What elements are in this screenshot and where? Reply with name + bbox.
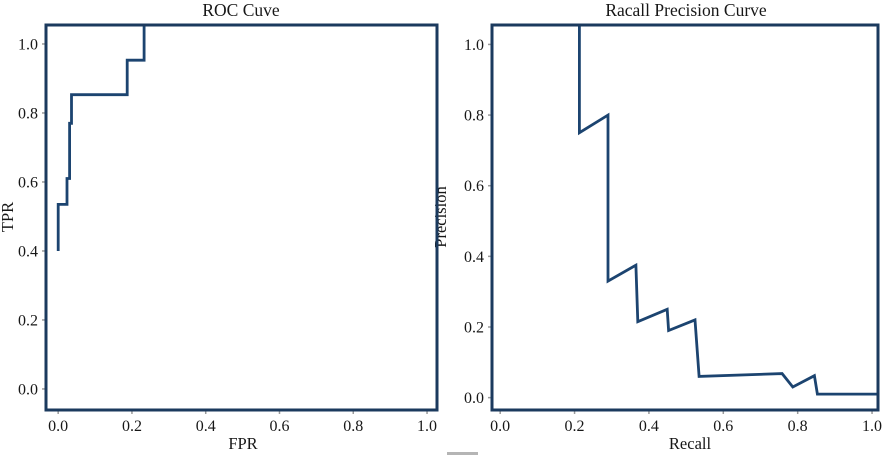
roc-xaxis-label: FPR — [228, 434, 257, 453]
y-tick-label: 0.6 — [18, 174, 38, 191]
y-tick-label: 0.4 — [18, 243, 38, 260]
y-tick-label: 0.6 — [464, 178, 484, 195]
x-tick-label: 0.6 — [269, 418, 289, 435]
plot-frame — [44, 23, 439, 412]
x-tick-label: 0.2 — [122, 418, 142, 435]
scan-artifact-line — [447, 452, 478, 455]
roc-yaxis-label: TPR — [0, 202, 17, 232]
pr-chart-title: Racall Precision Curve — [605, 0, 767, 20]
roc-curve — [56, 25, 146, 251]
y-tick-label: 0.0 — [464, 390, 484, 407]
y-tick-label: 0.4 — [464, 249, 484, 266]
roc-plot-area: 0.0 0.2 0.4 0.6 0.8 1.0 0.0 0.2 0.4 0.6 0.8 1.0 — [18, 23, 439, 435]
x-tick-label: 0.4 — [639, 418, 659, 435]
precision-recall-curve — [578, 25, 878, 396]
x-tick-label: 0.0 — [48, 418, 68, 435]
pr-plot-area: 0.0 0.2 0.4 0.6 0.8 1.0 0.0 0.2 0.4 0.6 0.8 1.0 — [464, 23, 882, 435]
y-tick-label: 0.2 — [18, 312, 38, 329]
pr-yaxis-label: Precision — [431, 186, 450, 247]
x-tick-label: 0.8 — [343, 418, 363, 435]
x-tick-label: 0.6 — [713, 418, 733, 435]
x-tick-label: 1.0 — [417, 418, 437, 435]
roc-chart-title: ROC Cuve — [202, 0, 280, 20]
y-tick-label: 1.0 — [464, 37, 484, 54]
x-tick-label: 0.2 — [565, 418, 585, 435]
x-tick-label: 0.4 — [196, 418, 216, 435]
pr-xaxis-label: Recall — [669, 434, 712, 453]
y-tick-label: 0.8 — [18, 105, 38, 122]
x-tick-label: 0.0 — [490, 418, 510, 435]
x-tick-label: 1.0 — [862, 418, 882, 435]
y-tick-label: 0.2 — [464, 319, 484, 336]
y-tick-label: 1.0 — [18, 36, 38, 53]
y-tick-label: 0.0 — [18, 381, 38, 398]
y-tick-label: 0.8 — [464, 108, 484, 125]
x-tick-label: 0.8 — [788, 418, 808, 435]
plot-frame — [490, 23, 880, 412]
